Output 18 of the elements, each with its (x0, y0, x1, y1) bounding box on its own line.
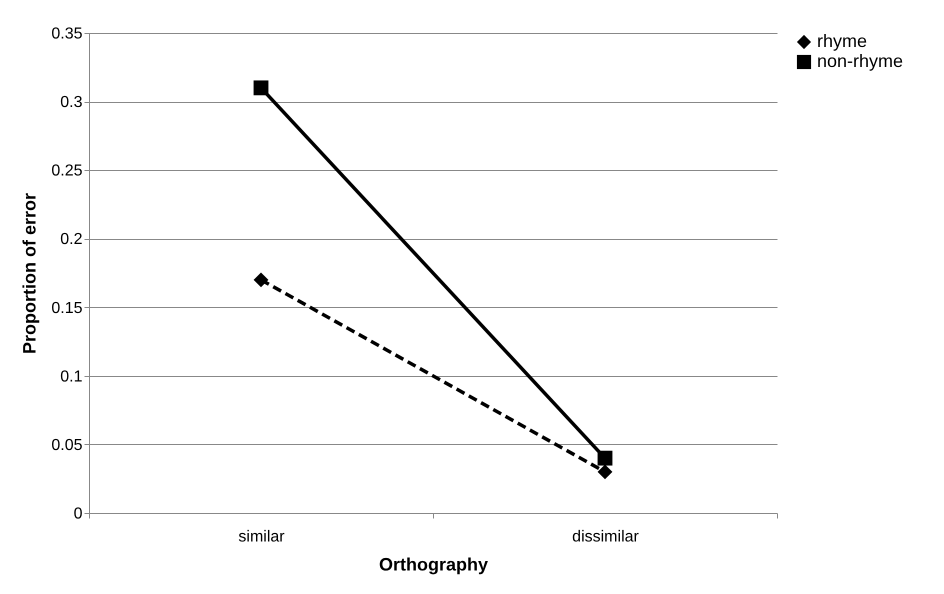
point (254, 272, 268, 288)
point (598, 450, 612, 466)
legend-label: rhyme (817, 31, 868, 51)
y-tick-label: 0.2 (60, 231, 83, 248)
y-tick-label: 0.35 (51, 26, 83, 42)
y-tick-label: 0.15 (51, 300, 83, 317)
point (598, 464, 612, 480)
x-tick-label: dissimilar (572, 528, 640, 546)
legend-label: non-rhyme (817, 51, 904, 71)
point (254, 80, 268, 96)
x-tick-label: similar (238, 528, 286, 546)
y-tick-label: 0.25 (51, 162, 83, 180)
y-tick-label: 0.3 (60, 94, 83, 112)
y-tick-label: 0.1 (60, 368, 83, 386)
x-axis-title: Orthography (378, 554, 488, 574)
y-tick-label: 0.05 (51, 436, 83, 454)
y-tick-label: 0 (74, 506, 83, 522)
y-axis-title: Proportion of error (19, 193, 40, 354)
